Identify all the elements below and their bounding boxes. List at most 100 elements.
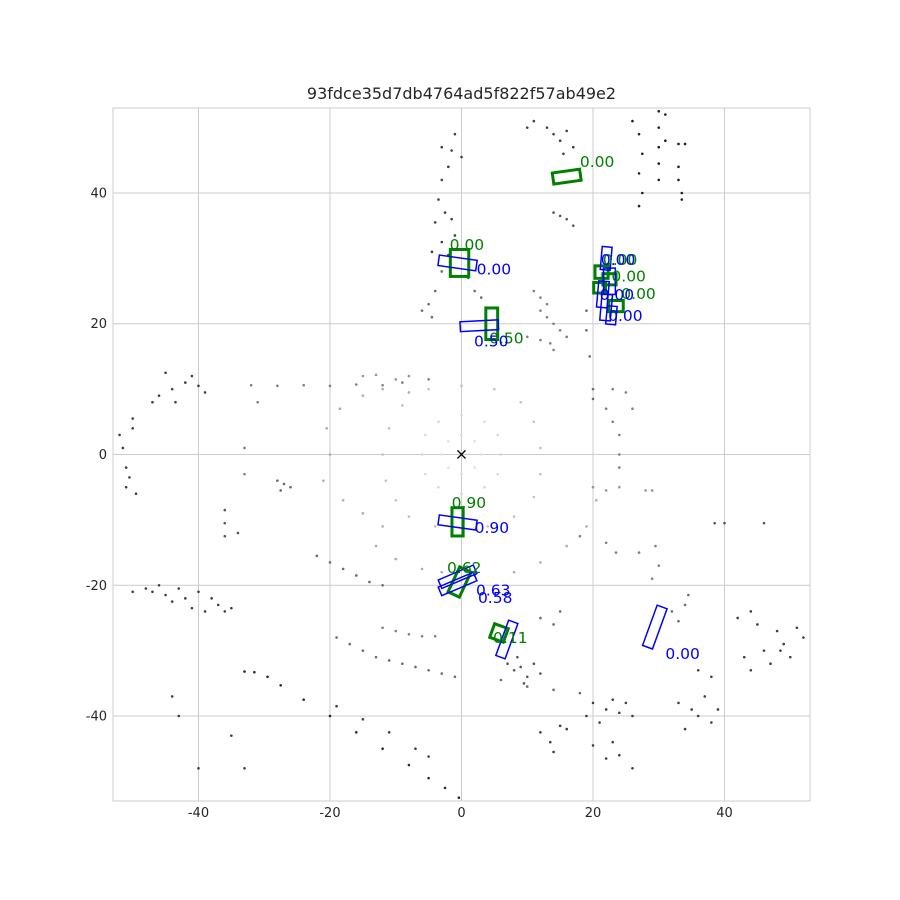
lidar-point: [657, 126, 661, 129]
lidar-point: [361, 717, 365, 721]
lidar-point: [243, 472, 246, 476]
lidar-point: [170, 387, 174, 391]
lidar-point: [479, 296, 483, 299]
lidar-point: [407, 374, 411, 378]
y-tick-label: 40: [90, 186, 107, 201]
lidar-point: [657, 178, 661, 182]
lidar-point: [157, 394, 161, 397]
lidar-point: [539, 731, 542, 734]
lidar-point: [407, 763, 411, 767]
lidar-point: [151, 590, 154, 594]
x-tick-label: 20: [585, 806, 602, 821]
lidar-point: [516, 655, 519, 659]
lidar-point: [177, 587, 181, 590]
x-tick-label: -40: [188, 806, 209, 821]
lidar-point: [348, 642, 352, 646]
lidar-point: [440, 145, 444, 149]
lidar-point: [677, 142, 680, 146]
lidar-point: [683, 142, 687, 146]
lidar-point: [354, 731, 358, 734]
lidar-point: [539, 296, 542, 299]
gt-score-label: 0.50: [489, 329, 524, 347]
pred-score-label: 0.00: [600, 286, 635, 304]
lidar-point: [223, 521, 227, 525]
lidar-point: [591, 701, 595, 705]
lidar-point: [742, 655, 746, 659]
lidar-point: [591, 485, 595, 489]
lidar-point: [769, 662, 772, 666]
lidar-point: [341, 498, 345, 502]
lidar-point: [424, 433, 427, 437]
lidar-point: [387, 427, 391, 430]
lidar-point: [437, 485, 440, 489]
lidar-point: [611, 420, 615, 424]
lidar-point: [539, 472, 542, 476]
pred-box: [459, 318, 500, 333]
lidar-point: [624, 701, 628, 705]
lidar-point: [460, 472, 463, 476]
lidar-point: [401, 381, 404, 384]
lidar-point: [184, 597, 187, 600]
lidar-point: [677, 619, 680, 623]
lidar-point: [473, 466, 476, 469]
lidar-point: [437, 198, 440, 201]
lidar-point: [414, 747, 417, 750]
pred-box: [641, 604, 669, 650]
chart-title: 93fdce35d7db4764ad5f822f57ab49e2: [307, 84, 616, 103]
lidar-point: [361, 649, 365, 652]
lidar-point: [440, 270, 444, 273]
pred-score-label: 0.90: [475, 519, 510, 537]
lidar-point: [611, 698, 615, 701]
lidar-point: [631, 407, 634, 411]
lidar-point: [618, 753, 621, 757]
lidar-point: [558, 610, 562, 613]
lidar-point: [128, 476, 131, 479]
lidar-point: [381, 525, 384, 528]
lidar-point: [637, 204, 641, 208]
lidar-point: [124, 485, 128, 489]
lidar-point: [483, 485, 486, 489]
lidar-point: [611, 387, 615, 391]
lidar-point: [604, 757, 608, 760]
lidar-point: [578, 691, 582, 695]
lidar-point: [266, 675, 269, 679]
lidar-point: [723, 521, 726, 525]
lidar-point: [276, 479, 279, 482]
pred-score-label: 0.00: [608, 307, 643, 325]
lidar-point: [552, 211, 555, 214]
gt-box: [446, 564, 474, 600]
lidar-point: [279, 489, 282, 492]
lidar-point: [525, 685, 529, 688]
detection-boxes: [437, 167, 669, 660]
lidar-point: [571, 224, 575, 227]
lidar-point: [374, 655, 378, 659]
lidar-point: [279, 683, 282, 687]
lidar-point: [328, 384, 332, 388]
lidar-point: [433, 289, 437, 293]
lidar-point: [591, 387, 595, 391]
pred-box: [437, 254, 479, 272]
lidar-point: [407, 515, 411, 518]
lidar-point: [532, 420, 536, 424]
lidar-point: [427, 387, 430, 391]
lidar-point: [532, 662, 536, 666]
lidar-point: [243, 670, 246, 673]
lidar-point: [703, 695, 707, 698]
lidar-point: [453, 675, 457, 679]
lidar-point: [552, 348, 555, 352]
lidar-point: [512, 668, 516, 672]
lidar-point: [394, 557, 398, 561]
lidar-point: [210, 597, 213, 600]
lidar-point: [443, 211, 447, 214]
lidar-point: [525, 126, 529, 129]
lidar-point: [223, 534, 227, 538]
lidar-point: [197, 590, 200, 594]
lidar-point: [453, 234, 457, 237]
lidar-point: [749, 610, 753, 613]
lidar-point: [131, 590, 135, 594]
lidar-point: [713, 521, 716, 525]
lidar-point: [585, 525, 588, 528]
lidar-point: [440, 453, 444, 456]
lidar-point: [802, 636, 805, 639]
